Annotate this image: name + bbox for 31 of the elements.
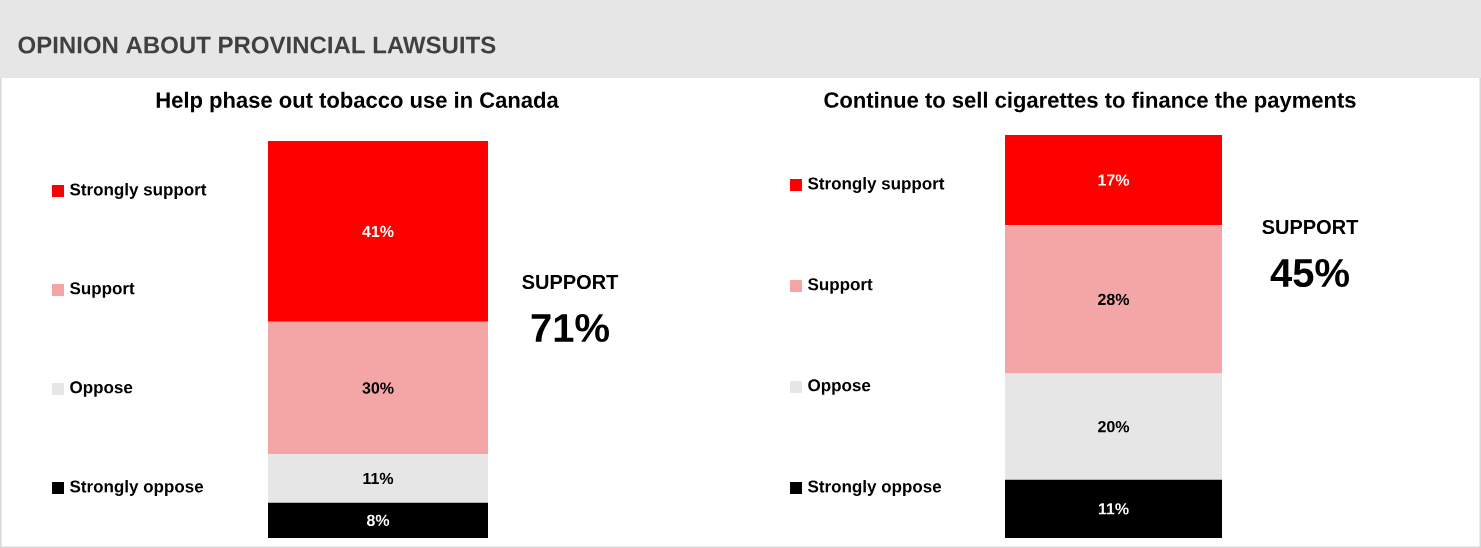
- data-label: 28%: [1098, 293, 1130, 306]
- text: SUPPORT: [522, 274, 619, 290]
- chart-subtitle: Continue to sell cigarettes to finance the payments: [824, 91, 1356, 113]
- text: 71%: [531, 313, 609, 343]
- legend-label: Support: [808, 278, 873, 294]
- legend-label: Strongly oppose: [808, 480, 942, 496]
- bar: [268, 502, 489, 538]
- bar: [1005, 135, 1223, 226]
- legend-label: Strongly support: [808, 177, 945, 193]
- bar: [1005, 225, 1223, 374]
- bar: [268, 321, 489, 455]
- legend-label: Strongly support: [70, 183, 207, 199]
- data-label: 11%: [1098, 503, 1129, 515]
- data-label: 8%: [366, 514, 390, 527]
- bar: [268, 141, 489, 322]
- text: SUPPORT: [1262, 219, 1359, 235]
- legend-label: Strongly oppose: [70, 480, 204, 496]
- data-label: 11%: [363, 472, 394, 485]
- chart-subtitle: Help phase out tobacco use in Canada: [156, 91, 559, 113]
- bar: [1005, 479, 1223, 538]
- legend-label: Support: [70, 282, 135, 298]
- bar: [268, 454, 489, 503]
- data-label: 30%: [362, 382, 394, 394]
- legend-label: Oppose: [808, 379, 871, 395]
- data-label: 41%: [362, 225, 394, 238]
- data-label: 20%: [1098, 420, 1130, 433]
- chart-title: OPINION ABOUT PROVINCIAL LAWSUITS: [18, 36, 496, 54]
- legend-label: Oppose: [70, 381, 133, 397]
- text: 45%: [1270, 258, 1349, 288]
- data-label: 17%: [1098, 174, 1130, 186]
- bar: [1005, 373, 1223, 480]
